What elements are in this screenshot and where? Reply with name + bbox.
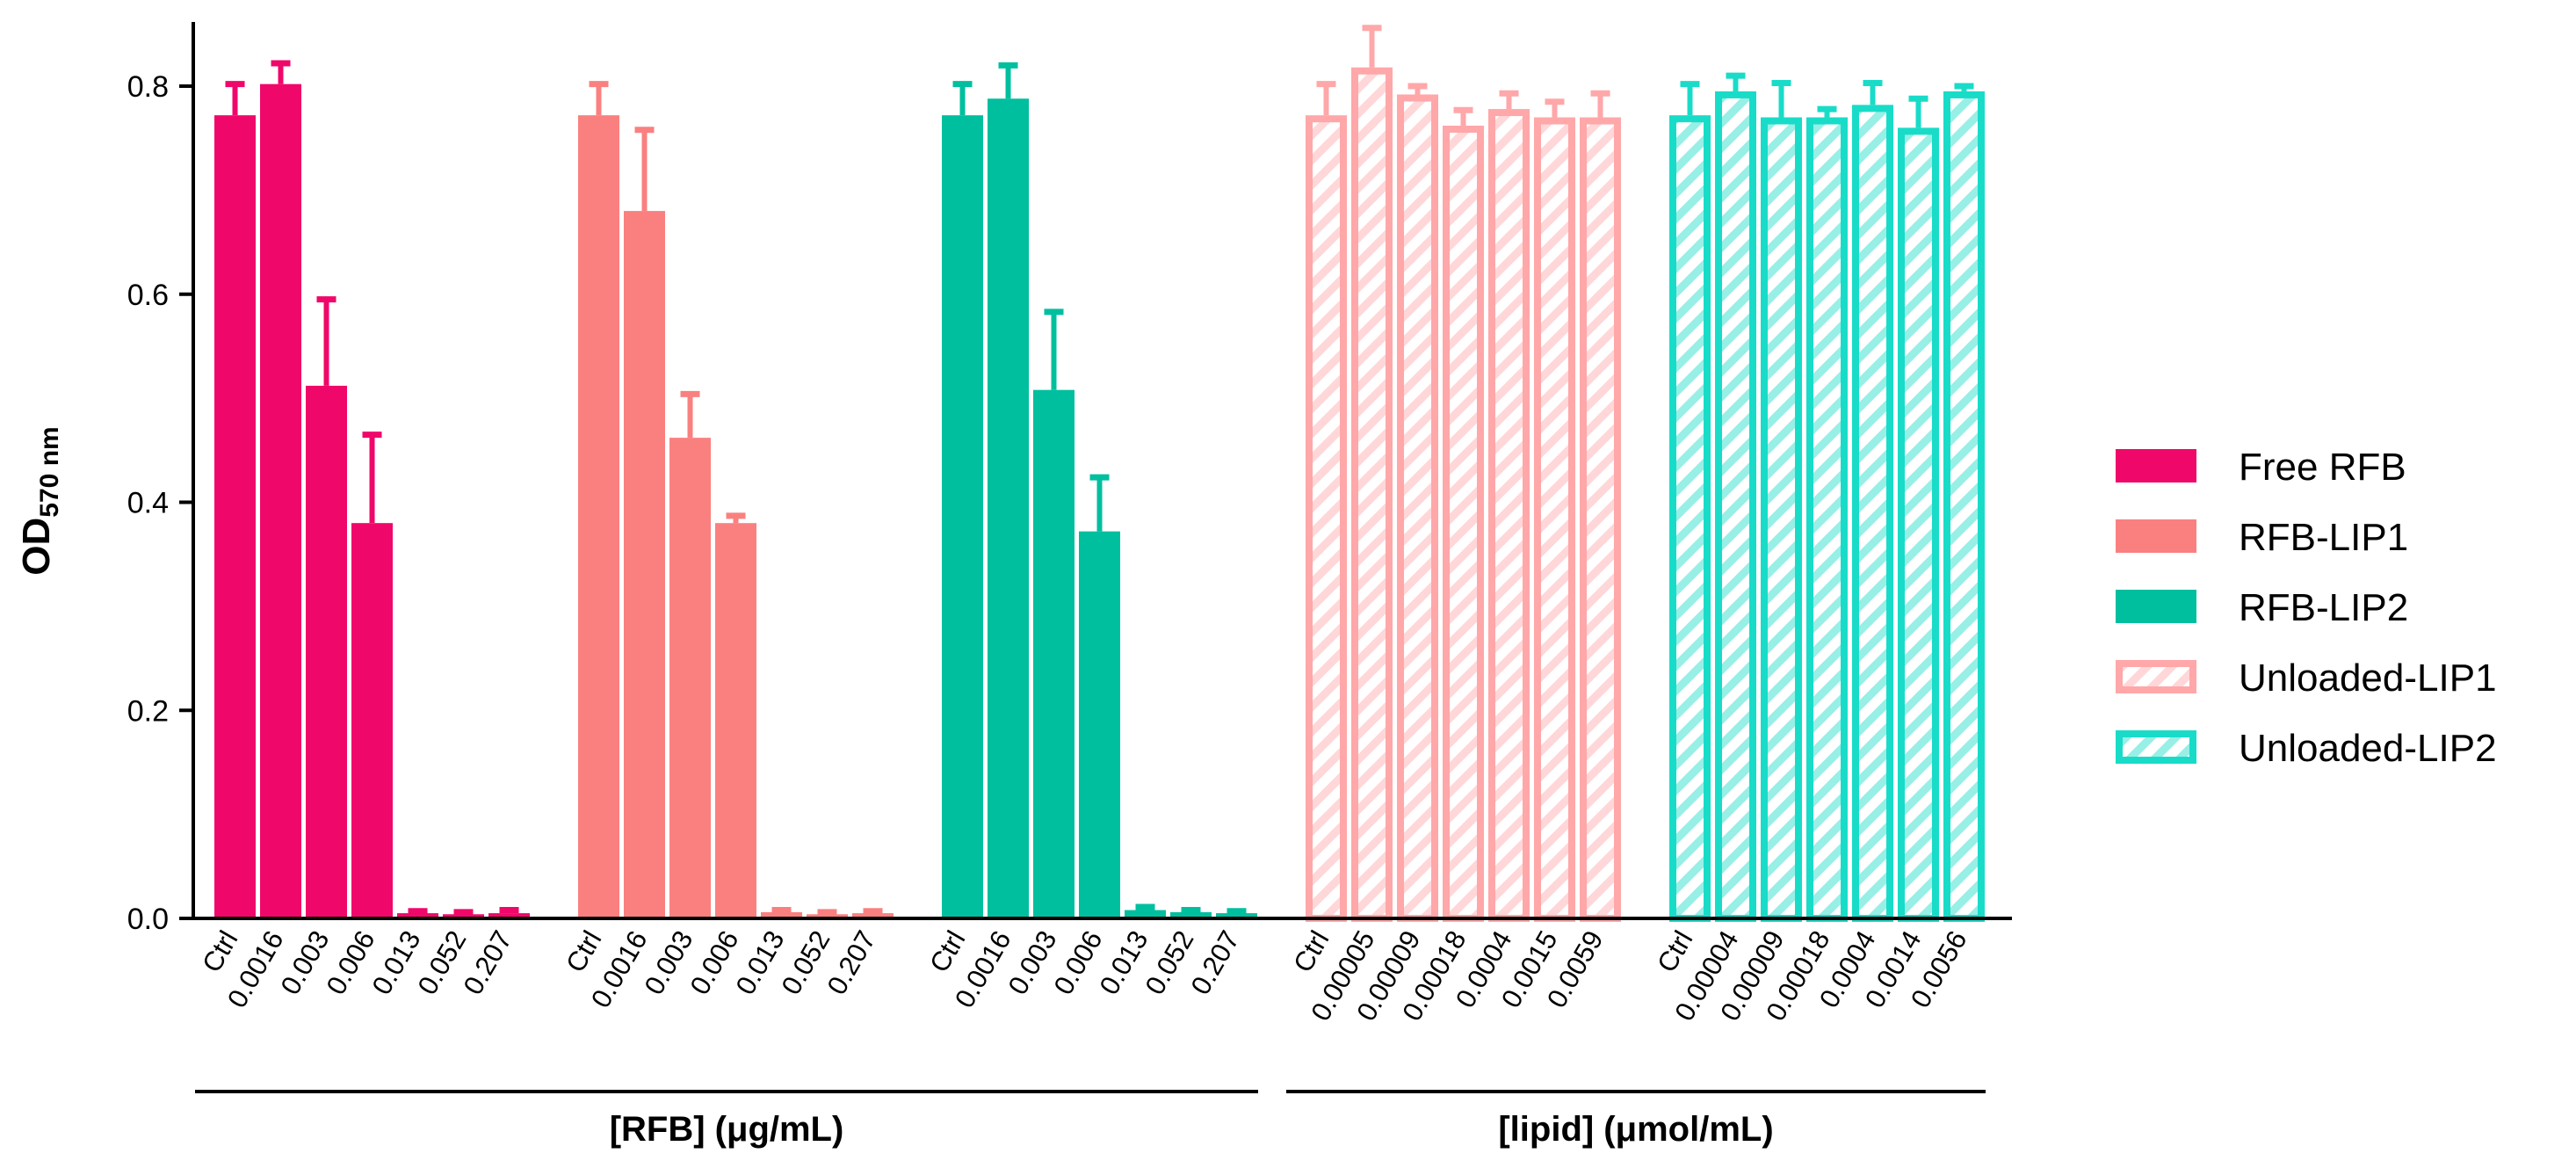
bars xyxy=(214,25,1985,923)
bar xyxy=(1580,117,1621,922)
bar xyxy=(214,115,256,919)
bar xyxy=(1079,531,1120,918)
bar xyxy=(578,115,619,919)
category-label: 0.207 xyxy=(1184,925,1245,1000)
bar xyxy=(1943,91,1985,923)
bar xyxy=(1669,115,1711,923)
y-axis-title: OD570 nm xyxy=(15,426,64,575)
bar xyxy=(1443,126,1484,923)
category-label: 0.207 xyxy=(821,925,881,1000)
y-tick-label: 0.2 xyxy=(127,694,169,728)
legend-swatch xyxy=(2116,730,2196,764)
legend-entry: Unloaded-LIP2 xyxy=(2116,727,2497,770)
legend-label: Free RFB xyxy=(2239,446,2406,489)
series-rfb-lip2 xyxy=(942,62,1257,919)
group-label: [lipid] (μmol/mL) xyxy=(1498,1110,1773,1149)
bar xyxy=(988,98,1029,918)
legend-swatch xyxy=(2116,519,2196,553)
bar xyxy=(306,385,347,918)
legend-label: RFB-LIP2 xyxy=(2239,586,2408,629)
bar xyxy=(1715,91,1756,923)
bar xyxy=(1351,67,1393,922)
axes: 0.0 0.2 0.4 0.6 0.8 [RFB] (μg/mL) [lipid] (μmo… xyxy=(127,22,2012,1149)
bar xyxy=(624,211,665,918)
legend-swatch xyxy=(2116,660,2196,693)
group-label: [RFB] (μg/mL) xyxy=(610,1110,844,1149)
bar xyxy=(397,913,438,918)
legend-swatch xyxy=(2116,449,2196,482)
y-tick-label: 0.0 xyxy=(127,903,169,936)
bar xyxy=(1397,94,1438,922)
legend-label: Unloaded-LIP2 xyxy=(2239,727,2497,770)
bar xyxy=(1488,109,1530,922)
legend-entry: RFB-LIP1 xyxy=(2116,516,2408,559)
bar xyxy=(715,523,756,918)
bar xyxy=(1852,105,1893,922)
bar xyxy=(942,115,983,919)
bar xyxy=(1806,117,1848,922)
legend-entry: Free RFB xyxy=(2116,446,2406,489)
series-unloaded-lip2 xyxy=(1669,72,1985,923)
bar xyxy=(1898,127,1939,923)
category-label: 0.207 xyxy=(457,925,517,1000)
bar xyxy=(1170,911,1212,918)
bar xyxy=(351,523,393,918)
legend-label: Unloaded-LIP1 xyxy=(2239,657,2497,700)
bar xyxy=(852,913,894,918)
bar xyxy=(1306,115,1347,923)
bar xyxy=(443,914,484,918)
bar xyxy=(488,913,530,918)
legend-entry: Unloaded-LIP1 xyxy=(2116,657,2497,700)
bar xyxy=(669,438,711,918)
y-tick-label: 0.8 xyxy=(127,70,169,104)
legend-swatch xyxy=(2116,590,2196,623)
bar xyxy=(1216,913,1257,918)
bar xyxy=(260,83,301,918)
bar xyxy=(1033,389,1075,918)
bar xyxy=(1761,117,1802,922)
bar xyxy=(761,911,802,918)
series-free-rfb xyxy=(214,60,530,919)
series-rfb-lip1 xyxy=(578,81,894,919)
legend: Free RFB RFB-LIP1 RFB-LIP2 Unloaded-LIP1 Unl… xyxy=(2116,446,2497,770)
y-axis-title-subscript: 570 nm xyxy=(35,426,64,517)
legend-label: RFB-LIP1 xyxy=(2239,516,2408,559)
series-unloaded-lip1 xyxy=(1306,25,1621,923)
legend-entry: RFB-LIP2 xyxy=(2116,586,2408,629)
y-tick-label: 0.4 xyxy=(127,487,169,520)
y-tick-label: 0.6 xyxy=(127,279,169,312)
bar xyxy=(807,914,848,918)
bar xyxy=(1125,910,1166,918)
bar xyxy=(1534,117,1575,922)
